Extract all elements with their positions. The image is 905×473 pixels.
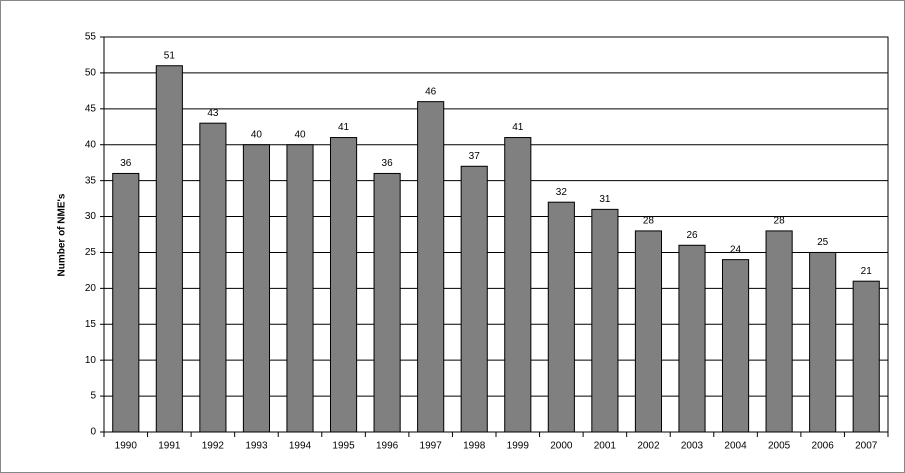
data-label: 31 <box>599 194 611 205</box>
data-label: 25 <box>817 237 829 248</box>
bar <box>852 280 880 433</box>
data-label: 41 <box>338 122 350 133</box>
bar <box>112 172 140 433</box>
data-label: 36 <box>120 158 132 169</box>
bar <box>155 65 183 433</box>
data-label: 51 <box>164 50 176 61</box>
y-tick-label: 5 <box>90 391 96 402</box>
bar <box>591 208 619 433</box>
y-tick-label: 20 <box>85 283 97 294</box>
data-label: 41 <box>512 122 524 133</box>
y-tick-label: 30 <box>85 211 97 222</box>
x-tick-label: 1995 <box>332 441 355 452</box>
x-tick-label: 1999 <box>507 441 530 452</box>
bar <box>460 165 488 433</box>
x-tick-label: 2006 <box>812 441 835 452</box>
data-label: 21 <box>861 266 873 277</box>
x-tick-label: 2003 <box>681 441 704 452</box>
y-tick-label: 35 <box>85 175 97 186</box>
bar <box>547 201 575 433</box>
bar <box>721 259 750 433</box>
x-tick-label: 1990 <box>115 441 138 452</box>
plot-area <box>103 36 889 433</box>
y-tick-label: 50 <box>85 68 97 79</box>
y-tick-label: 40 <box>85 139 97 150</box>
x-tick-label: 1998 <box>463 441 486 452</box>
data-label: 28 <box>643 216 655 227</box>
data-label: 43 <box>207 108 219 119</box>
y-axis-label: Number of NME's <box>57 193 68 276</box>
bar <box>417 101 445 433</box>
x-tick-label: 2004 <box>724 441 747 452</box>
y-tick-label: 10 <box>85 355 97 366</box>
bar <box>809 251 837 433</box>
bar <box>504 137 532 433</box>
y-tick-label: 45 <box>85 103 97 114</box>
x-tick-label: 1991 <box>158 441 181 452</box>
bar <box>329 137 358 433</box>
data-label: 32 <box>556 187 568 198</box>
x-tick-label: 2007 <box>855 441 878 452</box>
data-label: 40 <box>294 129 306 140</box>
x-tick-label: 1997 <box>420 441 443 452</box>
x-tick-label: 1993 <box>245 441 268 452</box>
x-tick-label: 2002 <box>637 441 660 452</box>
bar <box>678 244 706 433</box>
x-tick-label: 2000 <box>550 441 573 452</box>
data-label: 26 <box>686 230 698 241</box>
x-tick-label: 2005 <box>768 441 791 452</box>
data-label: 37 <box>469 151 481 162</box>
data-label: 46 <box>425 86 437 97</box>
y-tick-label: 55 <box>85 32 97 43</box>
x-tick-label: 2001 <box>594 441 617 452</box>
bar <box>765 230 793 433</box>
x-tick-label: 1994 <box>289 441 312 452</box>
x-tick-label: 1992 <box>202 441 225 452</box>
bar <box>242 144 271 433</box>
data-label: 24 <box>730 244 742 255</box>
x-tick-label: 1996 <box>376 441 399 452</box>
data-label: 40 <box>251 129 263 140</box>
data-label: 28 <box>774 216 786 227</box>
bar <box>634 230 663 433</box>
bar <box>199 122 227 433</box>
bar <box>286 144 314 433</box>
y-tick-label: 0 <box>90 427 96 438</box>
y-tick-label: 25 <box>85 247 97 258</box>
y-tick-label: 15 <box>85 319 97 330</box>
data-label: 36 <box>382 158 394 169</box>
bar <box>373 172 401 433</box>
